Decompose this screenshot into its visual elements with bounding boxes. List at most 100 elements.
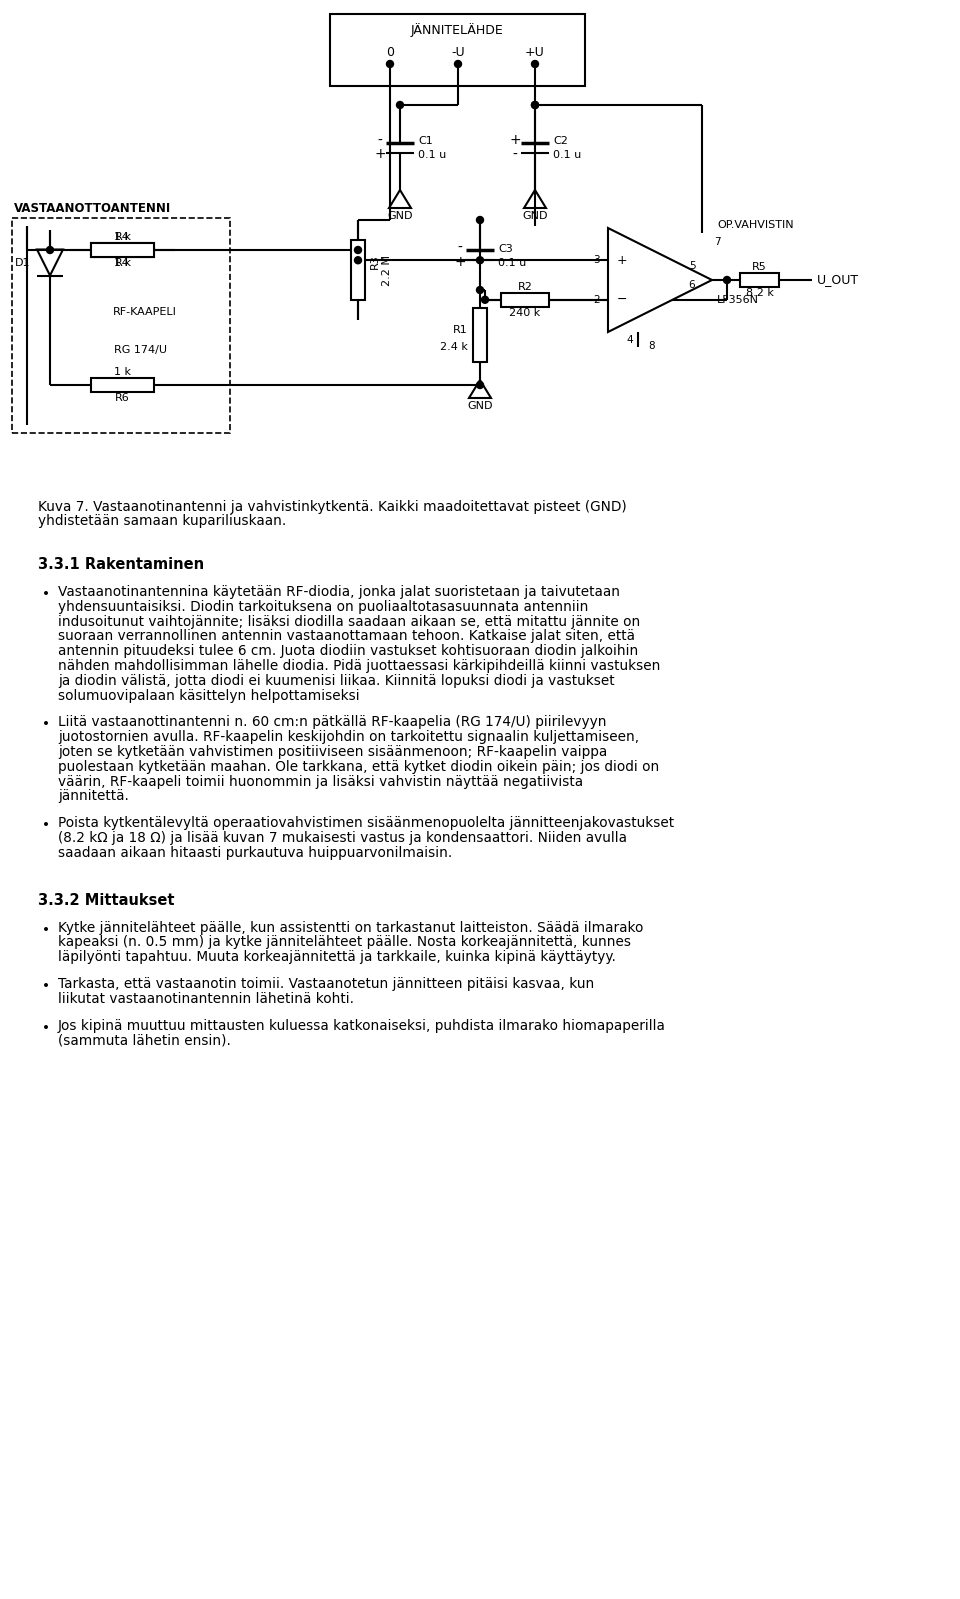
Bar xyxy=(91,243,154,257)
Text: ja diodin välistä, jotta diodi ei kuumenisi liikaa. Kiinnitä lopuksi diodi ja va: ja diodin välistä, jotta diodi ei kuumen… xyxy=(58,673,614,688)
Text: Poista kytkentälevyltä operaatiovahvistimen sisäänmenopuolelta jännitteenjakovas: Poista kytkentälevyltä operaatiovahvisti… xyxy=(58,815,674,830)
Text: saadaan aikaan hitaasti purkautuva huippuarvonilmaisin.: saadaan aikaan hitaasti purkautuva huipp… xyxy=(58,846,452,860)
Bar xyxy=(473,309,487,361)
Circle shape xyxy=(396,101,403,109)
Text: jännitettä.: jännitettä. xyxy=(58,790,129,803)
Text: -: - xyxy=(458,241,463,254)
Text: •: • xyxy=(42,718,50,731)
Text: 5: 5 xyxy=(688,261,695,270)
Text: Liitä vastaanottinantenni n. 60 cm:n pätkällä RF-kaapelia (RG 174/U) piirilevyyn: Liitä vastaanottinantenni n. 60 cm:n pät… xyxy=(58,715,607,729)
Bar xyxy=(330,14,585,86)
Text: R5: R5 xyxy=(752,262,767,272)
Circle shape xyxy=(476,382,484,389)
Text: joten se kytketään vahvistimen positiiviseen sisäänmenoon; RF-kaapelin vaippa: joten se kytketään vahvistimen positiivi… xyxy=(58,745,608,760)
Circle shape xyxy=(387,61,394,67)
Text: •: • xyxy=(42,923,50,937)
Text: (sammuta lähetin ensin).: (sammuta lähetin ensin). xyxy=(58,1033,230,1047)
Text: •: • xyxy=(42,819,50,831)
Text: 8: 8 xyxy=(649,341,656,352)
Circle shape xyxy=(46,246,54,254)
Bar xyxy=(501,293,549,307)
Text: 2: 2 xyxy=(593,294,600,305)
Text: 1 k: 1 k xyxy=(114,368,131,377)
Circle shape xyxy=(476,286,484,294)
Text: GND: GND xyxy=(387,211,413,221)
Text: solumuovipalaan käsittelyn helpottamiseksi: solumuovipalaan käsittelyn helpottamisek… xyxy=(58,689,360,702)
Text: D1: D1 xyxy=(14,257,30,267)
Text: R3: R3 xyxy=(370,254,380,269)
Text: kapeaksi (n. 0.5 mm) ja kytke jännitelähteet päälle. Nosta korkeajännitettä, kun: kapeaksi (n. 0.5 mm) ja kytke jänniteläh… xyxy=(58,935,631,950)
Text: R1: R1 xyxy=(453,325,468,336)
Text: -: - xyxy=(513,147,517,161)
Text: −: − xyxy=(616,293,627,307)
Text: 2.2 M: 2.2 M xyxy=(382,254,392,286)
Circle shape xyxy=(354,257,362,264)
Text: C3: C3 xyxy=(498,245,513,254)
Circle shape xyxy=(454,61,462,67)
Text: juotostornien avulla. RF-kaapelin keskijohdin on tarkoitettu signaalin kuljettam: juotostornien avulla. RF-kaapelin keskij… xyxy=(58,731,639,744)
Circle shape xyxy=(354,246,362,254)
Text: RF-KAAPELI: RF-KAAPELI xyxy=(113,307,177,317)
Circle shape xyxy=(532,101,539,109)
Text: •: • xyxy=(42,1020,50,1035)
Text: 1 k: 1 k xyxy=(114,232,131,241)
Text: suoraan verrannollinen antennin vastaanottamaan tehoon. Katkaise jalat siten, et: suoraan verrannollinen antennin vastaano… xyxy=(58,630,635,643)
Text: 0.1 u: 0.1 u xyxy=(498,257,526,269)
Text: -U: -U xyxy=(451,45,465,59)
Text: liikutat vastaanotinantennin lähetinä kohti.: liikutat vastaanotinantennin lähetinä ko… xyxy=(58,991,354,1006)
Text: +U: +U xyxy=(525,45,545,59)
Text: läpilyönti tapahtuu. Muuta korkeajännitettä ja tarkkaile, kuinka kipinä käyttäyt: läpilyönti tapahtuu. Muuta korkeajännite… xyxy=(58,950,616,964)
Text: -: - xyxy=(377,133,382,147)
Text: 6: 6 xyxy=(688,280,695,289)
Text: JÄNNITELÄHDE: JÄNNITELÄHDE xyxy=(411,22,504,37)
Bar xyxy=(91,377,154,392)
Text: LF356N: LF356N xyxy=(717,294,759,305)
Text: +: + xyxy=(616,254,627,267)
Circle shape xyxy=(476,216,484,224)
Text: •: • xyxy=(42,587,50,601)
Bar xyxy=(351,240,365,301)
Text: C2: C2 xyxy=(553,136,568,147)
Text: yhdistetään samaan kupariliuskaan.: yhdistetään samaan kupariliuskaan. xyxy=(38,515,286,529)
Text: RG 174/U: RG 174/U xyxy=(113,345,166,355)
Text: GND: GND xyxy=(522,211,548,221)
Text: +: + xyxy=(374,147,386,161)
Text: 3: 3 xyxy=(593,256,600,265)
Text: +: + xyxy=(454,254,466,269)
Text: Kuva 7. Vastaanotinantenni ja vahvistinkytkentä. Kaikki maadoitettavat pisteet (: Kuva 7. Vastaanotinantenni ja vahvistink… xyxy=(38,500,627,513)
Bar xyxy=(740,273,779,286)
Text: yhdensuuntaisiksi. Diodin tarkoituksena on puoliaaltotasasuunnata antenniin: yhdensuuntaisiksi. Diodin tarkoituksena … xyxy=(58,600,588,614)
Text: nähden mahdollisimman lähelle diodia. Pidä juottaessasi kärkipihdeillä kiinni va: nähden mahdollisimman lähelle diodia. Pi… xyxy=(58,659,660,673)
Circle shape xyxy=(482,296,489,304)
Circle shape xyxy=(724,277,731,283)
Text: puolestaan kytketään maahan. Ole tarkkana, että kytket diodin oikein päin; jos d: puolestaan kytketään maahan. Ole tarkkan… xyxy=(58,760,660,774)
Circle shape xyxy=(476,257,484,264)
Text: GND: GND xyxy=(468,401,492,411)
Text: OP.VAHVISTIN: OP.VAHVISTIN xyxy=(717,221,794,230)
Text: Jos kipinä muuttuu mittausten kuluessa katkonaiseksi, puhdista ilmarako hiomapap: Jos kipinä muuttuu mittausten kuluessa k… xyxy=(58,1019,666,1033)
Circle shape xyxy=(532,61,539,67)
Text: R4: R4 xyxy=(115,257,130,269)
Bar xyxy=(91,243,154,257)
Text: 0.1 u: 0.1 u xyxy=(553,150,581,160)
Text: 0: 0 xyxy=(386,45,394,59)
Text: 3.3.2 Mittaukset: 3.3.2 Mittaukset xyxy=(38,892,175,908)
Text: antennin pituudeksi tulee 6 cm. Juota diodiin vastukset kohtisuoraan diodin jalk: antennin pituudeksi tulee 6 cm. Juota di… xyxy=(58,644,638,659)
Text: Tarkasta, että vastaanotin toimii. Vastaanotetun jännitteen pitäisi kasvaa, kun: Tarkasta, että vastaanotin toimii. Vasta… xyxy=(58,977,594,991)
Text: R6: R6 xyxy=(115,393,130,403)
Text: R2: R2 xyxy=(517,281,533,291)
Text: 8.2 k: 8.2 k xyxy=(746,288,774,297)
Text: 0.1 u: 0.1 u xyxy=(418,150,446,160)
Circle shape xyxy=(532,101,539,109)
Text: 1 k: 1 k xyxy=(114,257,131,269)
Text: 2.4 k: 2.4 k xyxy=(440,342,468,352)
Text: 240 k: 240 k xyxy=(510,307,540,318)
Text: R4: R4 xyxy=(115,232,130,241)
Text: •: • xyxy=(42,979,50,993)
Text: Vastaanotinantennina käytetään RF-diodia, jonka jalat suoristetaan ja taivutetaa: Vastaanotinantennina käytetään RF-diodia… xyxy=(58,585,620,600)
Text: 3.3.1 Rakentaminen: 3.3.1 Rakentaminen xyxy=(38,556,204,572)
Text: C1: C1 xyxy=(418,136,433,147)
Text: Kytke jännitelähteet päälle, kun assistentti on tarkastanut laitteiston. Säädä i: Kytke jännitelähteet päälle, kun assiste… xyxy=(58,921,643,934)
Text: väärin, RF-kaapeli toimii huonommin ja lisäksi vahvistin näyttää negatiivista: väärin, RF-kaapeli toimii huonommin ja l… xyxy=(58,774,583,788)
Bar xyxy=(12,217,230,433)
